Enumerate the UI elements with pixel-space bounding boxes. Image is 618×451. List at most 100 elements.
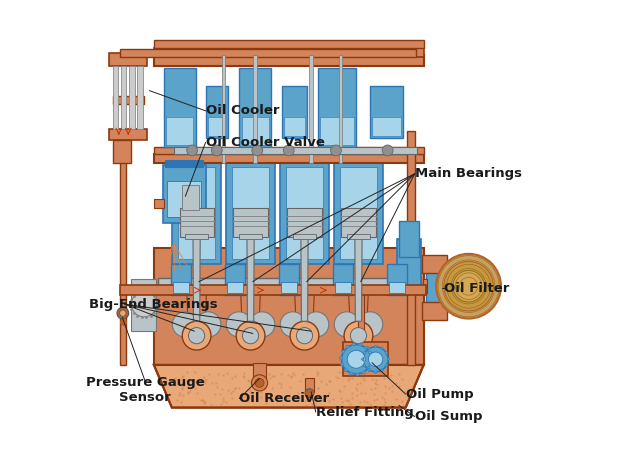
Circle shape	[350, 327, 366, 344]
Circle shape	[172, 312, 198, 337]
Bar	[166, 117, 193, 145]
Text: Oil Cooler: Oil Cooler	[206, 104, 279, 117]
Circle shape	[290, 321, 319, 350]
Bar	[280, 162, 329, 264]
Circle shape	[242, 327, 259, 344]
Polygon shape	[247, 237, 254, 321]
Polygon shape	[339, 355, 342, 361]
Bar	[343, 342, 387, 376]
Circle shape	[284, 145, 294, 156]
Polygon shape	[355, 237, 362, 321]
Bar	[232, 167, 269, 259]
Circle shape	[383, 145, 393, 156]
Polygon shape	[368, 347, 371, 350]
Bar	[182, 185, 199, 210]
Polygon shape	[340, 362, 344, 367]
Text: Oil Receiver: Oil Receiver	[239, 392, 329, 405]
Bar	[225, 264, 245, 295]
Bar	[113, 66, 119, 129]
Circle shape	[187, 145, 198, 156]
Bar	[171, 264, 191, 295]
Circle shape	[344, 321, 373, 350]
Polygon shape	[379, 368, 383, 372]
Bar	[174, 147, 417, 153]
Bar	[227, 282, 243, 293]
Bar	[165, 160, 203, 167]
Polygon shape	[187, 291, 206, 333]
Circle shape	[297, 327, 313, 344]
Polygon shape	[379, 347, 383, 350]
Bar	[253, 363, 266, 381]
Circle shape	[255, 378, 264, 387]
Polygon shape	[361, 357, 364, 362]
Polygon shape	[349, 291, 368, 333]
Bar	[347, 235, 370, 239]
Polygon shape	[370, 359, 373, 364]
Bar	[334, 282, 351, 293]
Polygon shape	[370, 357, 373, 362]
Bar	[318, 68, 356, 147]
Circle shape	[182, 321, 211, 350]
Text: Oil Filter: Oil Filter	[444, 282, 509, 295]
Bar	[284, 117, 305, 136]
Bar	[426, 264, 444, 308]
Bar	[242, 117, 269, 145]
Polygon shape	[361, 370, 365, 374]
Bar	[358, 293, 364, 342]
Text: Big-End Bearings: Big-End Bearings	[89, 298, 218, 311]
Bar	[334, 162, 383, 264]
Polygon shape	[368, 351, 371, 356]
Bar	[158, 278, 421, 291]
Bar	[281, 282, 297, 293]
Bar	[185, 235, 208, 239]
Circle shape	[334, 312, 359, 337]
Bar	[282, 86, 307, 138]
Polygon shape	[193, 237, 200, 321]
Circle shape	[211, 145, 222, 156]
Bar	[387, 264, 407, 295]
Text: Pressure Gauge
Sensor: Pressure Gauge Sensor	[85, 376, 205, 404]
Polygon shape	[154, 365, 424, 408]
Bar	[163, 165, 206, 223]
Circle shape	[252, 145, 263, 156]
Circle shape	[436, 254, 501, 318]
Polygon shape	[351, 342, 357, 346]
Circle shape	[453, 271, 485, 302]
Bar	[172, 162, 221, 264]
Circle shape	[236, 321, 265, 350]
Bar	[372, 117, 401, 136]
Bar	[339, 167, 378, 259]
Polygon shape	[295, 291, 315, 333]
Bar	[339, 55, 342, 162]
Text: Oil Cooler Valve: Oil Cooler Valve	[206, 136, 324, 149]
Bar	[132, 280, 156, 331]
Circle shape	[363, 347, 388, 372]
Polygon shape	[355, 373, 360, 376]
Bar	[112, 96, 144, 104]
Bar	[129, 66, 135, 129]
Circle shape	[117, 307, 129, 319]
Bar	[239, 235, 262, 239]
Bar	[370, 86, 404, 138]
Bar	[179, 207, 214, 237]
Circle shape	[368, 352, 383, 367]
Circle shape	[252, 375, 268, 391]
Bar	[422, 255, 447, 273]
Bar	[294, 235, 316, 239]
Polygon shape	[363, 346, 367, 350]
Polygon shape	[366, 365, 370, 369]
Bar	[120, 285, 426, 295]
Polygon shape	[357, 343, 362, 346]
Polygon shape	[384, 351, 388, 355]
Bar	[178, 167, 216, 259]
Bar	[154, 147, 424, 153]
Bar	[154, 248, 424, 365]
Polygon shape	[349, 372, 354, 375]
Bar	[279, 264, 298, 295]
Bar	[120, 49, 416, 57]
Bar	[109, 53, 147, 66]
Bar	[333, 264, 353, 295]
Circle shape	[303, 312, 329, 337]
Bar	[120, 140, 125, 365]
Bar	[154, 153, 424, 162]
